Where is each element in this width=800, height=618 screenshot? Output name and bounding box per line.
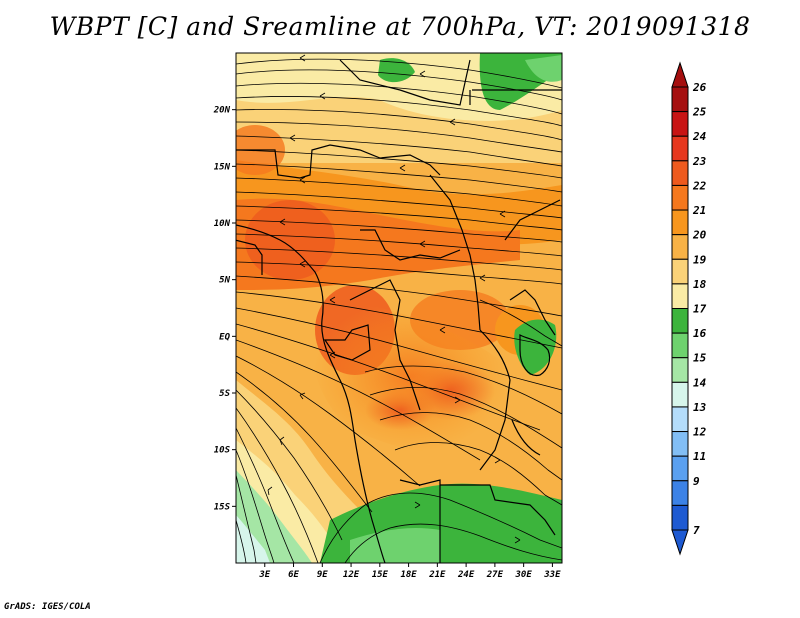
colorbar-label: 25 xyxy=(692,106,707,119)
colorbar-swatch xyxy=(671,184,689,211)
colorbar-swatch xyxy=(671,135,689,162)
colorbar-top-arrow xyxy=(671,61,689,88)
lon-label: 21E xyxy=(428,570,446,580)
lat-label: 5N xyxy=(219,276,230,286)
lon-label: 9E xyxy=(317,570,328,580)
latitude-axis: 20N 15N 10N 5N EQ 5S 10S 15S xyxy=(213,106,236,512)
colorbar-swatch xyxy=(671,406,689,433)
grads-credit: GrADS: IGES/COLA xyxy=(4,602,91,612)
lon-label: 33E xyxy=(543,570,561,580)
lat-label: 15N xyxy=(214,162,231,172)
map-frame xyxy=(235,52,563,564)
lat-label: 15S xyxy=(214,502,231,512)
colorbar-label: 11 xyxy=(693,450,706,463)
colorbar-label: 14 xyxy=(693,376,707,389)
colorbar-label: 20 xyxy=(692,229,707,242)
colorbar-swatch xyxy=(671,308,689,334)
lon-label: 12E xyxy=(343,570,360,580)
colorbar-label: 15 xyxy=(693,352,707,365)
streamline-arrows xyxy=(267,54,521,544)
lon-label: 6E xyxy=(288,570,299,580)
lon-label: 24E xyxy=(457,570,475,580)
lat-label: 20N xyxy=(213,106,231,116)
colorbar-swatch xyxy=(671,258,689,285)
colorbar-swatch xyxy=(671,504,689,531)
colorbar: 26 25 24 23 22 21 20 19 18 17 16 15 14 13 12 11 9 7 xyxy=(671,61,707,556)
colorbar-label: 17 xyxy=(693,303,707,316)
lat-label: 10S xyxy=(214,446,231,456)
colorbar-swatch xyxy=(671,357,689,383)
colorbar-label: 16 xyxy=(693,327,707,340)
lon-label: 27E xyxy=(486,570,504,580)
colorbar-bottom-arrow xyxy=(671,529,689,556)
map-title: WBPT [C] and Sreamline at 700hPa, VT: 20… xyxy=(49,12,751,41)
colorbar-swatch xyxy=(671,455,689,482)
colorbar-label: 26 xyxy=(692,81,707,94)
colorbar-swatch xyxy=(671,160,689,186)
colorbar-swatch xyxy=(671,332,689,359)
longitude-axis: 3E 6E 9E 12E 15E 18E 21E 24E 27E 30E 33E xyxy=(258,563,561,580)
colorbar-label: 7 xyxy=(693,524,700,537)
lat-label: 10N xyxy=(214,219,231,229)
lon-label: 3E xyxy=(258,570,270,580)
lat-label: EQ xyxy=(219,332,230,342)
colorbar-swatch xyxy=(671,431,689,457)
lat-label: 5S xyxy=(219,389,230,399)
streamlines xyxy=(236,58,562,563)
colorbar-label: 21 xyxy=(692,204,706,217)
lon-label: 18E xyxy=(400,570,417,580)
colorbar-label: 22 xyxy=(692,179,707,192)
colorbar-swatch xyxy=(671,86,689,113)
colorbar-label: 24 xyxy=(692,130,707,143)
colorbar-swatch xyxy=(671,381,689,408)
colorbar-label: 9 xyxy=(693,475,700,488)
colorbar-swatch xyxy=(671,283,689,309)
lon-label: 15E xyxy=(372,570,389,580)
colorbar-label: 12 xyxy=(693,426,707,439)
colorbar-label: 13 xyxy=(693,401,707,414)
colorbar-label: 18 xyxy=(693,278,707,291)
colorbar-swatch xyxy=(671,480,689,506)
colorbar-swatch xyxy=(671,111,689,137)
colorbar-swatch xyxy=(671,234,689,260)
colorbar-label: 19 xyxy=(693,253,707,266)
colorbar-swatch xyxy=(671,209,689,236)
lon-label: 30E xyxy=(515,570,533,580)
colorbar-label: 23 xyxy=(692,155,707,168)
